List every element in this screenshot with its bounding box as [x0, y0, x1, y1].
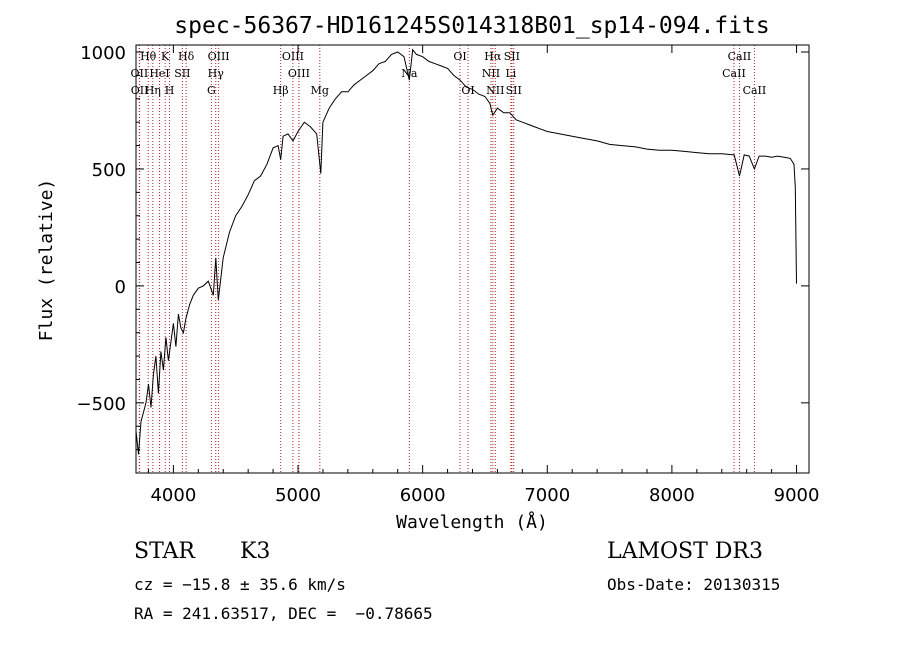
- spectral-line-label: Hγ: [208, 67, 225, 80]
- spectral-line-label: OI: [461, 84, 474, 97]
- spectral-line-label: Na: [401, 67, 418, 80]
- spectral-line-label: OIII: [282, 50, 304, 63]
- plot-frame: [135, 44, 810, 474]
- ra-dec-coordinates: RA = 241.63517, DEC = −0.78665: [134, 604, 433, 623]
- x-tick-label: 7000: [524, 485, 570, 506]
- spectrum-series-line: [135, 48, 797, 455]
- spectral-line-label: HeI: [149, 67, 169, 80]
- spectral-line-label: CaII: [728, 50, 752, 63]
- spectral-line-label: Hβ: [273, 84, 289, 97]
- y-tick-label: 1000: [80, 43, 126, 64]
- spectral-line-label: Hα: [484, 50, 502, 63]
- survey-label: LAMOST DR3: [607, 539, 763, 564]
- spectral-line-markers: [138, 45, 755, 473]
- spectral-line-label: SII: [504, 50, 520, 63]
- spectral-line-label: Mg: [311, 84, 329, 97]
- spectral-line-label: H: [165, 84, 175, 97]
- spectral-line-label: K: [161, 50, 170, 63]
- redshift-cz: cz = −15.8 ± 35.6 km/s: [134, 575, 346, 594]
- y-axis-label: Flux (relative): [36, 179, 57, 342]
- x-tick-label: 5000: [275, 485, 321, 506]
- spectral-line-label: Hδ: [178, 50, 195, 63]
- spectral-line-label: Hθ: [140, 50, 157, 63]
- x-tick-label: 9000: [774, 485, 820, 506]
- spectral-line-label: OII: [131, 67, 149, 80]
- x-axis-ticks: 4000 5000 6000 7000 8000 9000: [147, 45, 820, 506]
- x-axis-label: Wavelength (Å): [396, 511, 548, 533]
- chart-title: spec-56367-HD161245S014318B01_sp14-094.f…: [174, 13, 769, 39]
- spectral-line-label: SII: [506, 84, 522, 97]
- spectral-line-label: Li: [505, 67, 516, 80]
- spectral-line-label: CaII: [743, 84, 767, 97]
- spectral-line-label: G: [207, 84, 216, 97]
- spectral-line-label: OI: [453, 50, 466, 63]
- spectral-line-label: NII: [482, 67, 500, 80]
- observation-date: Obs-Date: 20130315: [607, 575, 781, 594]
- spectral-line-label: Hη: [145, 84, 161, 97]
- spectral-line-label: OIII: [288, 67, 310, 80]
- spectral-line-label: NII: [486, 84, 504, 97]
- y-tick-label: −500: [77, 394, 126, 415]
- spectral-line-label: CaII: [722, 67, 746, 80]
- spectral-line-label: OIII: [208, 50, 230, 63]
- spectral-line-label: OII: [131, 84, 149, 97]
- spectral-line-label: SII: [174, 67, 190, 80]
- object-subclass: K3: [240, 539, 271, 564]
- y-tick-label: 500: [92, 160, 126, 181]
- x-tick-label: 6000: [400, 485, 446, 506]
- y-axis-ticks: −500 0 500 1000: [77, 43, 809, 451]
- x-tick-label: 4000: [150, 485, 196, 506]
- y-tick-label: 0: [115, 277, 126, 298]
- object-class: STAR: [134, 539, 195, 564]
- x-tick-label: 8000: [649, 485, 695, 506]
